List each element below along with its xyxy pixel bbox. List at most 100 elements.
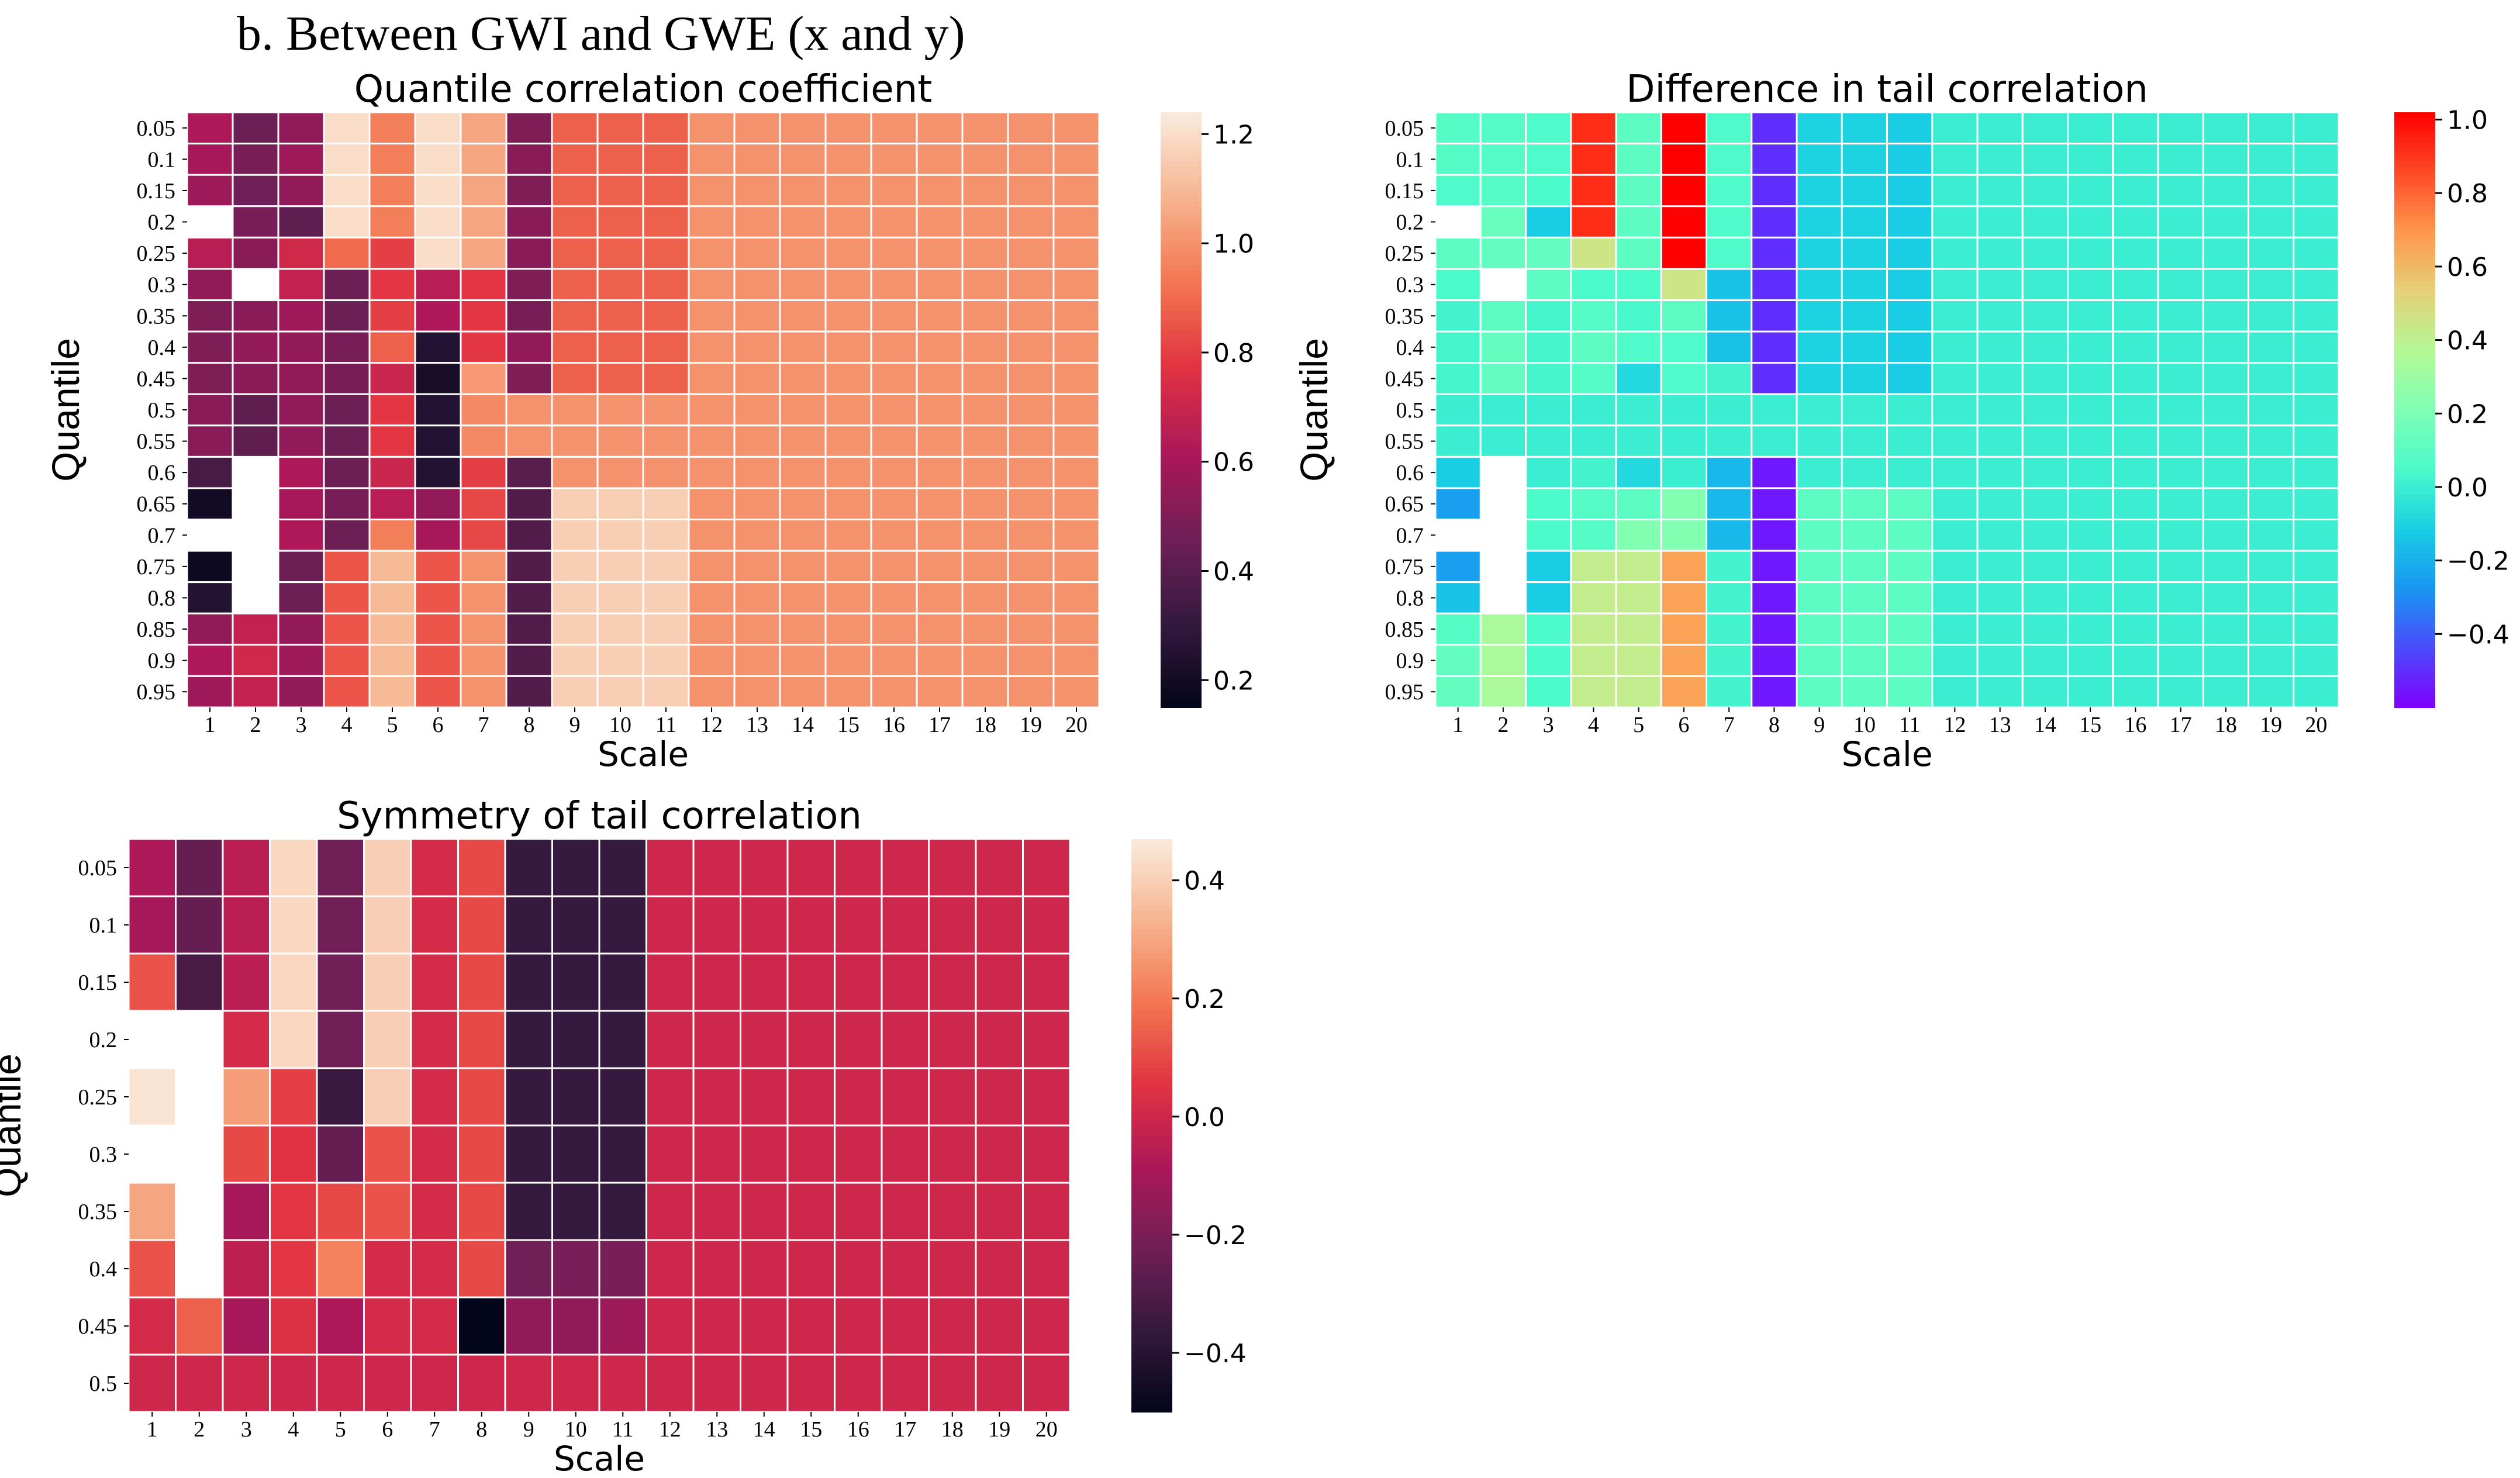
heatmap-cell <box>2157 205 2204 239</box>
colorbar-segment <box>2394 558 2435 564</box>
heatmap-cell <box>551 550 599 583</box>
colorbar-segment <box>1161 226 1202 232</box>
colorbar-segment <box>2394 474 2435 480</box>
colorbar-segment <box>1131 1025 1172 1031</box>
heatmap-cell <box>1931 644 1979 677</box>
heatmap-cell <box>1615 519 1662 552</box>
colorbar-segment <box>1131 1044 1172 1050</box>
heatmap-cell <box>2248 612 2295 646</box>
heatmap-cell <box>688 236 736 270</box>
heatmap-cell <box>1007 330 1055 364</box>
heatmap-cell <box>1525 424 1572 458</box>
colorbar-segment <box>2394 271 2435 277</box>
heatmap-cell <box>740 1124 789 1184</box>
heatmap-cell <box>2112 487 2159 521</box>
colorbar-segment <box>1131 1058 1172 1064</box>
heatmap-cell <box>551 299 599 333</box>
heatmap-cell <box>1570 362 1617 395</box>
heatmap-cell <box>2021 612 2069 646</box>
heatmap-cell <box>1615 644 1662 677</box>
heatmap-cell <box>505 205 553 239</box>
colorbar-segment <box>1131 1154 1172 1160</box>
y-tick-label: 0.8 <box>1396 586 1424 610</box>
heatmap-cell <box>2293 330 2340 364</box>
x-tick-label: 16 <box>2124 713 2146 737</box>
colorbar-segment <box>1161 558 1202 564</box>
heatmap-cell <box>2112 581 2159 614</box>
x-tick-label: 19 <box>1020 713 1042 737</box>
y-tick-label: 0.05 <box>78 856 118 880</box>
heatmap-cell <box>127 1239 177 1299</box>
heatmap-cell <box>504 1239 553 1299</box>
heatmap-cell <box>175 952 224 1012</box>
heatmap-cell <box>975 952 1024 1012</box>
colorbar-segment <box>1131 1349 1172 1355</box>
heatmap-cell <box>2112 111 2159 145</box>
heatmap-cell <box>1434 362 1482 395</box>
heatmap-cell <box>2021 299 2069 333</box>
x-tick-label: 9 <box>523 1417 534 1442</box>
heatmap-cell <box>1007 268 1055 301</box>
heatmap-cell <box>881 1010 930 1069</box>
heatmap-cell <box>596 612 644 646</box>
colorbar-segment <box>2394 285 2435 292</box>
heatmap-cell <box>323 550 371 583</box>
heatmap-cell <box>222 1239 271 1299</box>
x-tick-label: 1 <box>1452 713 1463 737</box>
heatmap-cell <box>551 838 600 897</box>
heatmap-cell <box>222 895 271 955</box>
heatmap-cell <box>779 644 827 677</box>
heatmap-cell <box>916 330 964 364</box>
heatmap-cell <box>1841 174 1888 208</box>
heatmap-cell <box>551 205 599 239</box>
colorbar-segment <box>2394 330 2435 336</box>
heatmap-cell <box>2248 455 2295 489</box>
heatmap-cell <box>733 236 781 270</box>
heatmap-cell <box>2067 455 2114 489</box>
heatmap-cell <box>1570 644 1617 677</box>
heatmap-cell <box>368 644 416 677</box>
heatmap-cell <box>127 1182 177 1241</box>
heatmap-cell <box>127 1067 177 1127</box>
colorbar-segment <box>2394 221 2435 227</box>
heatmap-cell <box>824 519 872 552</box>
heatmap-cell <box>740 1296 789 1356</box>
heatmap-cell <box>2021 487 2069 521</box>
heatmap-cell <box>2157 675 2204 709</box>
heatmap-cell <box>688 424 736 458</box>
heatmap-cell <box>551 1296 600 1356</box>
colorbar-segment <box>1161 434 1202 440</box>
colorbar-segment <box>1131 1040 1172 1045</box>
colorbar-segment <box>2394 494 2435 500</box>
colorbar-segment <box>1131 1302 1172 1308</box>
heatmap-cell <box>368 143 416 176</box>
heatmap-cell <box>1525 581 1572 614</box>
heatmap-cell <box>316 1010 365 1069</box>
heatmap-cell <box>645 1067 695 1127</box>
heatmap-cell <box>824 330 872 364</box>
y-axis-label: Quantile <box>44 338 87 482</box>
heatmap-cell <box>1052 143 1100 176</box>
heatmap-cell <box>504 838 553 897</box>
heatmap-cell <box>1615 487 1662 521</box>
heatmap-cell <box>1706 111 1753 145</box>
heatmap-cell <box>551 612 599 646</box>
y-tick-label: 0.15 <box>1385 179 1424 203</box>
y-tick-label: 0.3 <box>1396 273 1424 298</box>
heatmap-cell <box>598 1010 647 1069</box>
heatmap-cell <box>1434 612 1482 646</box>
colorbar-segment <box>1131 853 1172 859</box>
colorbar-segment <box>1161 628 1202 634</box>
heatmap-cell <box>596 424 644 458</box>
heatmap-cell <box>733 393 781 427</box>
heatmap-cell <box>779 111 827 145</box>
colorbar-segment <box>1131 1211 1172 1217</box>
colorbar-segment <box>1161 301 1202 306</box>
heatmap-cell <box>1886 111 1934 145</box>
colorbar-segment <box>1131 1106 1172 1112</box>
heatmap-cell <box>916 268 964 301</box>
colorbar-segment <box>1161 395 1202 401</box>
heatmap-cell <box>1706 205 1753 239</box>
heatmap-cell <box>881 1353 930 1413</box>
heatmap-cell <box>642 205 690 239</box>
